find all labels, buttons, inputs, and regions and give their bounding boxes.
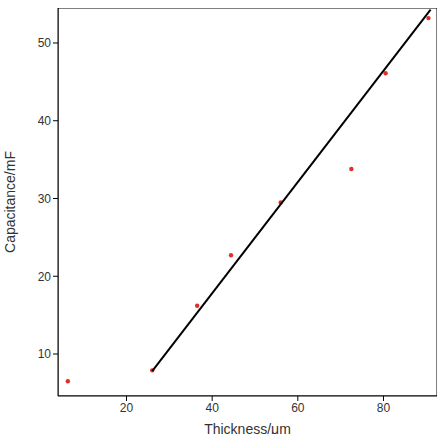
svg-text:10: 10: [38, 347, 52, 361]
svg-text:60: 60: [291, 401, 305, 415]
svg-text:20: 20: [120, 401, 134, 415]
svg-text:40: 40: [205, 401, 219, 415]
svg-text:20: 20: [38, 270, 52, 284]
svg-text:Capacitance/mF: Capacitance/mF: [8, 151, 18, 253]
svg-text:50: 50: [38, 36, 52, 50]
svg-text:30: 30: [38, 192, 52, 206]
svg-text:40: 40: [38, 114, 52, 128]
svg-text:Thickness/μm: Thickness/μm: [204, 421, 291, 434]
svg-text:80: 80: [377, 401, 391, 415]
